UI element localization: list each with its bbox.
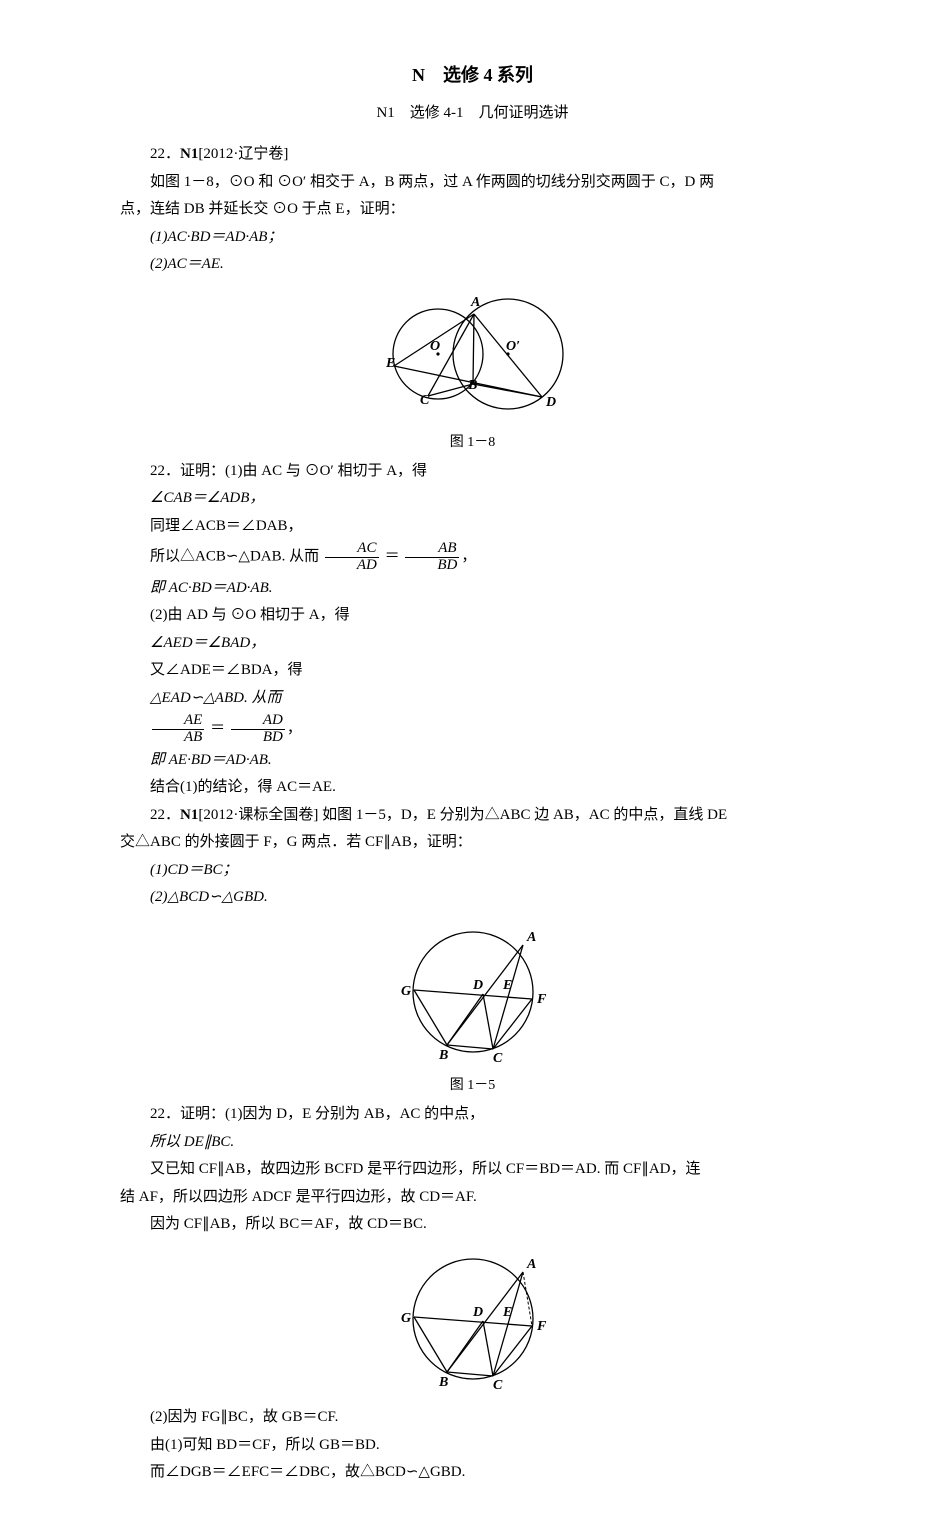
svg-text:O: O — [430, 339, 440, 354]
svg-text:C: C — [493, 1378, 503, 1393]
p1-l11-text: 即 AE·BD＝AD·AB. — [150, 752, 272, 768]
prob1-stem-l1: 如图 1－8，⊙O 和 ⊙O′ 相交于 A，B 两点，过 A 作两圆的切线分别交… — [120, 170, 825, 196]
p1-proof-l6: (2)由 AD 与 ⊙O 相切于 A，得 — [120, 603, 825, 629]
svg-text:F: F — [536, 1319, 547, 1334]
num: AB — [405, 541, 459, 558]
p1-proof-l8: 又∠ADE＝∠BDA，得 — [120, 658, 825, 684]
svg-text:B: B — [438, 1048, 448, 1063]
p1-proof-l5: 即 AC·BD＝AD·AB. — [120, 576, 825, 602]
figure-1-5-svg: A B C D E F G — [373, 917, 573, 1067]
prob2-source: [2012·课标全国卷] — [198, 807, 318, 823]
prob2-figure-1: A B C D E F G 图 1－5 — [120, 917, 825, 1098]
svg-text:G: G — [401, 1311, 411, 1326]
p1-proof-l10: AEAB ＝ ADBD， — [120, 713, 825, 746]
p2-q1-text: (1)CD＝BC； — [150, 862, 238, 878]
p1-proof-l11: 即 AE·BD＝AD·AB. — [120, 748, 825, 774]
svg-text:O′: O′ — [506, 339, 520, 354]
frac-ae-ab: AEAB — [152, 713, 204, 746]
p2-proof-l2: 所以 DE∥BC. — [120, 1130, 825, 1156]
den: BD — [231, 730, 285, 746]
p1-l3-text: 同理∠ACB＝∠DAB， — [150, 518, 303, 534]
svg-text:A: A — [526, 1257, 536, 1272]
figure-1-8-svg: A B C D E O O′ — [368, 284, 578, 424]
prob1-q2: (2)AC＝AE. — [120, 252, 825, 278]
p1-proof-l12: 结合(1)的结论，得 AC＝AE. — [120, 775, 825, 801]
prob1-number: 22． — [150, 146, 180, 162]
svg-text:G: G — [401, 984, 411, 999]
num: AD — [231, 713, 285, 730]
prob1-q1-text: (1)AC·BD＝AD·AB； — [150, 229, 282, 245]
prob2-stem-l1: 如图 1－5，D，E 分别为△ABC 边 AB，AC 的中点，直线 DE — [318, 807, 727, 823]
p2-q2-text: (2)△BCD∽△GBD. — [150, 889, 268, 905]
p2-proof-l8: 而∠DGB＝∠EFC＝∠DBC，故△BCD∽△GBD. — [120, 1460, 825, 1486]
fig1-caption: 图 1－8 — [120, 431, 825, 455]
p1-proof-l3: 同理∠ACB＝∠DAB， — [120, 514, 825, 540]
svg-text:E: E — [502, 1305, 512, 1320]
p2-proof-l3: 又已知 CF∥AB，故四边形 BCFD 是平行四边形，所以 CF＝BD＝AD. … — [120, 1157, 825, 1183]
prob1-q1: (1)AC·BD＝AD·AB； — [120, 225, 825, 251]
prob2-tag: N1 — [180, 807, 198, 823]
prob2-number: 22． — [150, 807, 180, 823]
svg-text:C: C — [493, 1051, 503, 1066]
den: AD — [325, 558, 379, 574]
prob2-figure-2: A B C D E F G — [120, 1244, 825, 1404]
prob2-header: 22．N1[2012·课标全国卷] 如图 1－5，D，E 分别为△ABC 边 A… — [120, 803, 825, 829]
p1-proof-l4: 所以△ACB∽△DAB. 从而 ACAD ＝ ABBD， — [120, 541, 825, 574]
frac-ad-bd: ADBD — [231, 713, 285, 746]
p1-l9-text: △EAD∽△ABD. 从而 — [150, 690, 281, 706]
prob1-header: 22．N1[2012·辽宁卷] — [120, 142, 825, 168]
svg-text:D: D — [545, 395, 556, 410]
den: BD — [405, 558, 459, 574]
p2-l2-text: 所以 DE∥BC. — [150, 1134, 234, 1150]
prob1-source: [2012·辽宁卷] — [198, 146, 288, 162]
p1-l5-text: 即 AC·BD＝AD·AB. — [150, 580, 272, 596]
frac-ac-ad: ACAD — [325, 541, 379, 574]
sub-title: N1 选修 4-1 几何证明选讲 — [120, 101, 825, 127]
svg-text:B: B — [467, 378, 477, 393]
p1-l4-pre: 所以△ACB∽△DAB. 从而 — [150, 549, 319, 565]
prob2-stem-l2: 交△ABC 的外接圆于 F，G 两点．若 CF∥AB，证明： — [120, 830, 825, 856]
frac-ab-bd: ABBD — [405, 541, 459, 574]
svg-text:C: C — [420, 393, 430, 408]
svg-text:F: F — [536, 992, 547, 1007]
num: AC — [325, 541, 379, 558]
page: N 选修 4 系列 N1 选修 4-1 几何证明选讲 22．N1[2012·辽宁… — [0, 0, 945, 1528]
p1-l2-text: ∠CAB＝∠ADB， — [150, 490, 264, 506]
p2-proof-l5: 因为 CF∥AB，所以 BC＝AF，故 CD＝BC. — [120, 1212, 825, 1238]
p1-l7-text: ∠AED＝∠BAD， — [150, 635, 265, 651]
main-title: N 选修 4 系列 — [120, 60, 825, 91]
den: AB — [152, 730, 204, 746]
p1-proof-l7: ∠AED＝∠BAD， — [120, 631, 825, 657]
svg-text:E: E — [385, 356, 395, 371]
p2-proof-l1: 22．证明：(1)因为 D，E 分别为 AB，AC 的中点， — [120, 1102, 825, 1128]
p1-proof-l2: ∠CAB＝∠ADB， — [120, 486, 825, 512]
figure-1-5b-svg: A B C D E F G — [373, 1244, 573, 1394]
svg-text:D: D — [472, 978, 483, 993]
p1-proof-l9: △EAD∽△ABD. 从而 — [120, 686, 825, 712]
prob1-tag: N1 — [180, 146, 198, 162]
svg-text:A: A — [526, 930, 536, 945]
prob2-q1: (1)CD＝BC； — [120, 858, 825, 884]
prob1-q2-text: (2)AC＝AE. — [150, 256, 224, 272]
svg-text:D: D — [472, 1305, 483, 1320]
num: AE — [152, 713, 204, 730]
prob1-figure: A B C D E O O′ 图 1－8 — [120, 284, 825, 455]
prob2-q2: (2)△BCD∽△GBD. — [120, 885, 825, 911]
prob1-stem-l2: 点，连结 DB 并延长交 ⊙O 于点 E，证明： — [120, 197, 825, 223]
p2-proof-l4: 结 AF，所以四边形 ADCF 是平行四边形，故 CD＝AF. — [120, 1185, 825, 1211]
p2-proof-l6: (2)因为 FG∥BC，故 GB＝CF. — [120, 1405, 825, 1431]
svg-text:B: B — [438, 1375, 448, 1390]
p1-proof-l1: 22．证明：(1)由 AC 与 ⊙O′ 相切于 A，得 — [120, 459, 825, 485]
svg-text:A: A — [470, 295, 480, 310]
svg-text:E: E — [502, 978, 512, 993]
p2-proof-l7: 由(1)可知 BD＝CF，所以 GB＝BD. — [120, 1433, 825, 1459]
fig2-caption: 图 1－5 — [120, 1074, 825, 1098]
